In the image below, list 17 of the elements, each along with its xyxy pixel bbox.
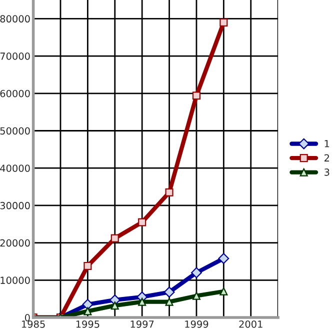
x-tick-label: 1985 — [22, 320, 45, 328]
x-tick-label: 1995 — [76, 320, 100, 328]
x-tick-label: 1997 — [130, 320, 154, 328]
y-tick-label: 20000 — [0, 239, 30, 247]
y-tick-label: 30000 — [0, 202, 30, 210]
y-tick-label: 70000 — [0, 52, 30, 60]
y-tick-label: 40000 — [0, 164, 30, 172]
y-tick-label: 10000 — [0, 276, 30, 284]
x-tick-label: 2001 — [239, 320, 262, 328]
y-tick-label: 0 — [24, 314, 30, 322]
x-tick-label: 1999 — [185, 320, 208, 328]
legend-label: 2 — [324, 154, 329, 162]
legend-label: 1 — [324, 140, 330, 148]
y-tick-label: 80000 — [0, 15, 30, 23]
legend-label: 3 — [324, 168, 330, 176]
y-tick-label: 60000 — [0, 90, 30, 98]
y-tick-label: 50000 — [0, 127, 30, 135]
